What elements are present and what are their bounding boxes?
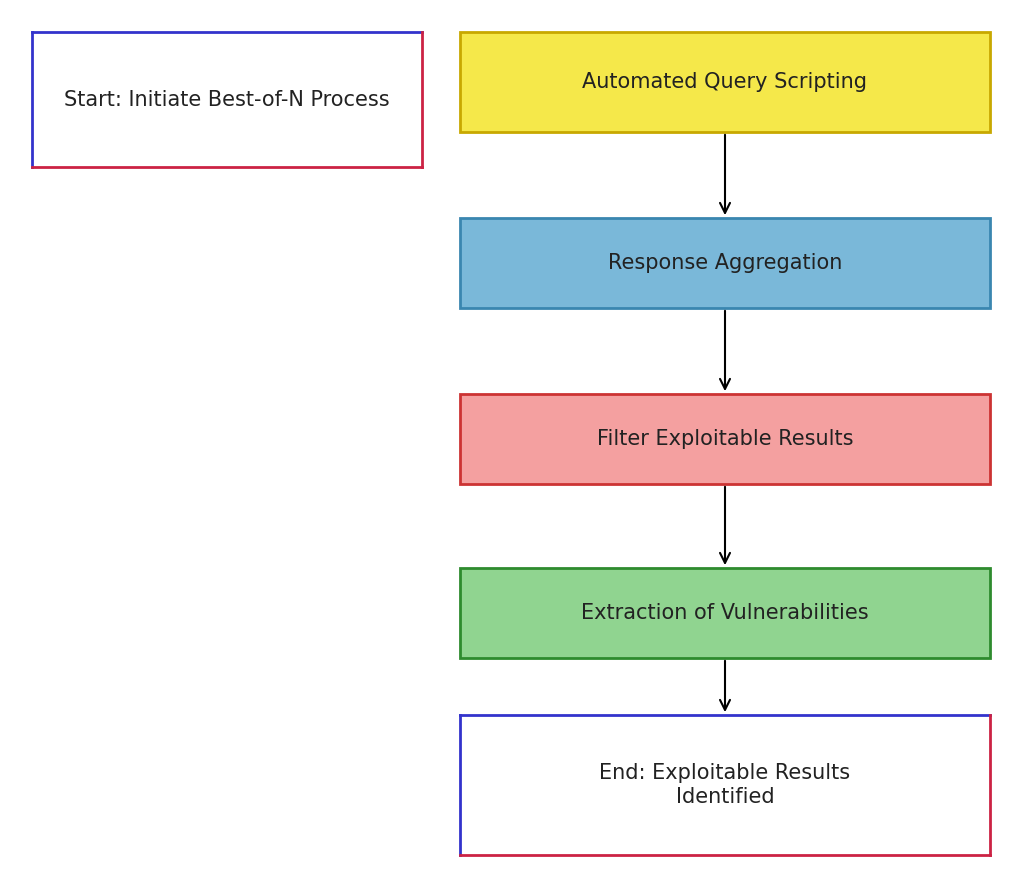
Text: Response Aggregation: Response Aggregation xyxy=(608,253,842,273)
Text: End: Exploitable Results
Identified: End: Exploitable Results Identified xyxy=(599,764,851,806)
Bar xyxy=(460,218,990,308)
Text: Extraction of Vulnerabilities: Extraction of Vulnerabilities xyxy=(582,603,868,623)
Text: Automated Query Scripting: Automated Query Scripting xyxy=(583,72,867,92)
Bar xyxy=(460,715,990,855)
Bar xyxy=(32,32,422,167)
Bar xyxy=(460,568,990,658)
Bar xyxy=(460,394,990,484)
Text: Filter Exploitable Results: Filter Exploitable Results xyxy=(597,429,853,449)
Text: Start: Initiate Best-of-N Process: Start: Initiate Best-of-N Process xyxy=(65,90,390,109)
Bar xyxy=(460,32,990,132)
